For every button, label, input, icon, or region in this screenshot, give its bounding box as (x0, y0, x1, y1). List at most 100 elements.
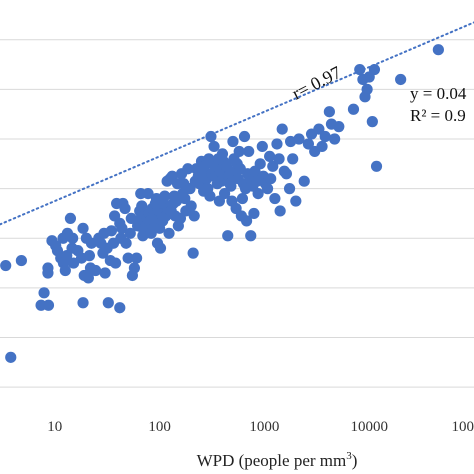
data-point (245, 230, 257, 242)
trendline (0, 21, 474, 226)
data-point (323, 106, 335, 118)
data-point (287, 153, 299, 165)
data-point (227, 135, 239, 148)
data-point (302, 138, 315, 150)
data-point (313, 123, 325, 135)
data-point (77, 297, 89, 309)
data-point (273, 153, 285, 165)
data-point (395, 73, 407, 86)
x-axis-title: WPD (people per mm3) (197, 450, 358, 470)
data-point (42, 262, 54, 274)
data-point (319, 130, 331, 143)
data-point (15, 254, 27, 267)
data-point (293, 133, 305, 145)
data-point (280, 168, 293, 180)
data-point (116, 222, 128, 234)
data-point (233, 145, 245, 158)
data-point (248, 207, 260, 220)
data-point (269, 192, 281, 205)
data-point (38, 287, 50, 299)
data-point (264, 150, 276, 162)
data-point (179, 192, 191, 205)
data-point (67, 232, 79, 244)
x-axis-title-end: ) (352, 451, 358, 470)
data-point (163, 227, 175, 239)
data-point (236, 192, 249, 205)
data-point (370, 160, 383, 172)
data-point (361, 83, 373, 95)
x-tick-label: 1000 (249, 419, 279, 435)
x-tick-labels: 10 100 1000 10000 100000 (47, 419, 474, 435)
data-point (225, 180, 237, 192)
data-point (283, 183, 296, 195)
data-point (432, 44, 444, 56)
data-point (221, 160, 233, 172)
data-point (333, 121, 345, 133)
data-point (208, 140, 220, 153)
data-point (185, 200, 197, 212)
data-point (218, 187, 231, 200)
data-point (154, 242, 167, 254)
data-point (5, 351, 17, 363)
data-point (366, 116, 378, 128)
data-point (0, 259, 12, 272)
data-point (265, 173, 277, 185)
data-point (298, 175, 310, 187)
data-point (205, 130, 217, 143)
data-point (187, 247, 199, 259)
data-point (290, 195, 302, 207)
r-squared-label: R² = 0.9 (410, 106, 466, 125)
data-point (188, 210, 200, 222)
data-point (254, 158, 266, 170)
data-point (159, 190, 171, 202)
data-point (276, 123, 288, 135)
data-point (136, 200, 148, 212)
data-point (59, 264, 71, 277)
trendline-layer (0, 21, 474, 226)
data-point (347, 103, 360, 115)
data-points (0, 44, 444, 363)
data-point (284, 135, 297, 148)
data-point (124, 227, 136, 239)
x-tick-label: 10000 (350, 419, 388, 435)
regression-equation: y = 0.04 (410, 84, 467, 103)
data-point (271, 138, 283, 150)
data-point (109, 257, 122, 269)
data-point (267, 160, 279, 172)
x-tick-label: 100000 (452, 419, 474, 435)
data-point (64, 212, 77, 225)
x-axis-title-superscript: 3 (346, 450, 352, 462)
data-point (243, 145, 255, 158)
data-point (83, 250, 96, 262)
data-point (125, 212, 137, 225)
x-tick-label: 100 (148, 419, 171, 435)
data-point (99, 267, 111, 279)
data-point (252, 187, 264, 200)
data-point (42, 299, 55, 311)
data-point (122, 252, 134, 264)
data-point (329, 133, 341, 145)
data-point (102, 297, 114, 309)
data-point (142, 187, 154, 200)
data-point (240, 215, 253, 227)
x-axis-title-main: WPD (people per mm (197, 451, 347, 470)
correlation-label: r= 0.97 (289, 62, 345, 103)
data-point (238, 130, 251, 143)
data-point (114, 302, 126, 314)
data-point (67, 257, 80, 269)
data-point (130, 252, 143, 264)
data-point (274, 205, 286, 217)
data-point (368, 63, 381, 76)
data-point (256, 140, 268, 153)
data-point (82, 272, 94, 284)
data-point (77, 222, 89, 234)
data-point (105, 225, 118, 237)
data-point (204, 190, 216, 202)
data-point (182, 163, 194, 175)
data-point (261, 183, 274, 195)
x-tick-label: 10 (47, 419, 62, 435)
data-point (89, 264, 102, 277)
data-point (128, 262, 141, 274)
data-point (120, 237, 132, 249)
